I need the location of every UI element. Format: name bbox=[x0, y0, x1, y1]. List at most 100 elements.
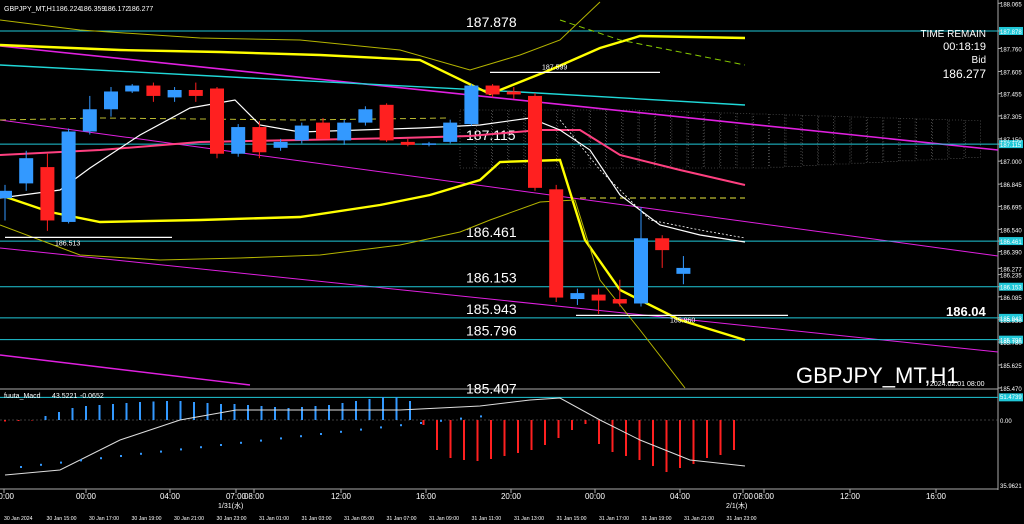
level-label: 187.878 bbox=[466, 14, 517, 30]
macd-dot bbox=[260, 439, 262, 442]
candle-body bbox=[19, 158, 34, 184]
candle-body bbox=[358, 109, 373, 123]
level-label: 185.407 bbox=[466, 380, 517, 396]
cloud-box bbox=[720, 112, 737, 169]
macd-dot bbox=[420, 422, 422, 424]
candle-body bbox=[506, 91, 521, 95]
candle-body bbox=[612, 299, 627, 304]
candle-body bbox=[273, 141, 288, 148]
candle-time-label: 31 Jan 05:00 bbox=[344, 516, 374, 522]
macd-dot bbox=[120, 455, 122, 457]
price-tick-label: 187.455 bbox=[1000, 93, 1022, 99]
ohlc-header-value: 186.359 bbox=[80, 6, 105, 13]
macd-dot bbox=[160, 450, 162, 453]
price-tick-label: 186.153 bbox=[1000, 286, 1022, 292]
macd-dot bbox=[360, 428, 362, 431]
time-tick-label: 00:00 bbox=[76, 492, 97, 501]
candle-body bbox=[422, 143, 436, 145]
price-tick-label: 187.605 bbox=[1000, 70, 1022, 76]
bollinger-lower bbox=[0, 158, 746, 342]
macd-signal-line bbox=[4, 397, 746, 476]
price-tick-label: 187.115 bbox=[1000, 143, 1022, 149]
candle-body bbox=[316, 122, 330, 139]
cloud-box bbox=[459, 109, 476, 169]
time-tick-label: 04:00 bbox=[160, 492, 181, 501]
candle-body bbox=[464, 85, 479, 125]
macd-dot bbox=[460, 417, 462, 420]
price-tick-label: 188.065 bbox=[1000, 2, 1022, 8]
candle-body bbox=[82, 109, 97, 132]
level-label: 185.943 bbox=[466, 301, 517, 317]
time-tick-label: 08:00 bbox=[754, 492, 775, 501]
candle-time-label: 30 Jan 2024 bbox=[4, 516, 33, 522]
magenta-trendline-lower bbox=[0, 247, 999, 353]
candle-body bbox=[125, 85, 140, 92]
cloud-box bbox=[753, 113, 769, 169]
candle-time-label: 30 Jan 15:00 bbox=[47, 516, 77, 522]
level-axis-tag bbox=[999, 237, 1023, 246]
candle-body bbox=[591, 294, 606, 301]
bollinger-upper-thin bbox=[0, 1, 601, 71]
high-marker-label: 187.599 bbox=[542, 64, 567, 71]
candle-body bbox=[61, 131, 76, 222]
time-tick-label: 00:00 bbox=[0, 492, 15, 501]
macd-dot bbox=[80, 459, 82, 462]
indicator-axis-label: 51.4739 bbox=[1000, 395, 1022, 401]
macd-dot bbox=[20, 466, 22, 468]
candle-body bbox=[294, 125, 309, 141]
bid-label: Bid bbox=[972, 55, 986, 66]
indicator-axis-label: 0.00 bbox=[1000, 419, 1012, 425]
cloud-box bbox=[736, 113, 753, 169]
candle-body bbox=[188, 89, 203, 96]
candle-body bbox=[231, 127, 246, 154]
bid-value: 186.277 bbox=[943, 67, 987, 81]
green-dashed-line bbox=[559, 19, 746, 66]
time-tick-label: 12:00 bbox=[331, 492, 352, 501]
candle-time-label: 30 Jan 17:00 bbox=[89, 516, 119, 522]
price-tick-label: 186.540 bbox=[1000, 228, 1022, 234]
cloud-box bbox=[704, 112, 720, 169]
candle-body bbox=[379, 104, 394, 141]
price-tick-label: 185.943 bbox=[1000, 317, 1022, 323]
cloud-box bbox=[606, 109, 623, 169]
indicator-value: 43.5221 bbox=[52, 393, 77, 400]
indicator-value: -0.0652 bbox=[80, 393, 104, 400]
cloud-box bbox=[492, 109, 508, 169]
candle-time-label: 31 Jan 01:00 bbox=[259, 516, 289, 522]
candle-body bbox=[252, 127, 267, 153]
candle-time-label: 31 Jan 19:00 bbox=[642, 516, 672, 522]
candle-body bbox=[337, 122, 352, 141]
price-tick-label: 186.235 bbox=[1000, 274, 1022, 280]
candle-time-label: 31 Jan 07:00 bbox=[387, 516, 417, 522]
candle-body bbox=[485, 85, 500, 95]
magenta-trendline-mid bbox=[0, 119, 999, 257]
indicator-name: fuuta_Macd bbox=[4, 393, 41, 400]
candle-body bbox=[400, 141, 415, 145]
candle-body bbox=[676, 267, 691, 274]
watermark-symbol: GBPJPY_MT,H1 bbox=[796, 363, 959, 388]
candle-time-label: 31 Jan 15:00 bbox=[557, 516, 587, 522]
candle-body bbox=[634, 238, 648, 304]
cloud-box bbox=[687, 111, 704, 169]
cloud-box bbox=[590, 109, 606, 169]
ohlc-header-value: 186.224 bbox=[56, 6, 81, 13]
candle-time-label: 31 Jan 17:00 bbox=[599, 516, 629, 522]
price-tick-label: 185.470 bbox=[1000, 387, 1022, 393]
macd-dot bbox=[280, 437, 282, 440]
price-tick-label: 185.796 bbox=[1000, 339, 1022, 345]
candle-time-label: 31 Jan 09:00 bbox=[429, 516, 459, 522]
candle-body bbox=[104, 91, 118, 110]
price-tick-label: 187.878 bbox=[1000, 30, 1022, 36]
magenta-trendline-upper bbox=[0, 45, 999, 151]
low-marker-label: 186.513 bbox=[55, 240, 80, 247]
indicator-axis-label: 35.9621 bbox=[1000, 484, 1022, 490]
time-remain-title: TIME REMAIN bbox=[920, 29, 986, 40]
level-axis-tag bbox=[999, 335, 1023, 344]
price-tick-label: 187.000 bbox=[1000, 160, 1022, 166]
macd-dot bbox=[380, 426, 382, 429]
cloud-box bbox=[916, 118, 932, 161]
time-tick-label: 16:00 bbox=[416, 492, 437, 501]
level-label: 186.153 bbox=[466, 270, 517, 286]
